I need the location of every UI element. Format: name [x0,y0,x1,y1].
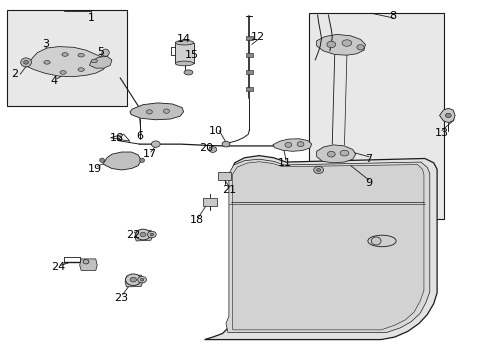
Polygon shape [232,162,423,330]
Ellipse shape [208,147,216,152]
Polygon shape [80,259,97,270]
Ellipse shape [100,158,104,162]
Text: 14: 14 [176,35,190,44]
Ellipse shape [136,229,150,240]
Ellipse shape [356,45,364,50]
Ellipse shape [44,60,50,64]
Ellipse shape [147,231,156,238]
Text: 21: 21 [222,185,236,195]
Text: 11: 11 [277,158,291,168]
Text: 22: 22 [126,230,140,239]
Bar [308,13,444,220]
Ellipse shape [163,109,169,113]
Ellipse shape [341,40,351,46]
Ellipse shape [313,166,323,174]
Polygon shape [125,275,143,287]
Text: 18: 18 [189,215,203,225]
Bar [245,36,252,40]
Ellipse shape [327,151,334,157]
Ellipse shape [297,141,304,147]
Ellipse shape [285,142,291,147]
Ellipse shape [78,68,84,71]
Ellipse shape [140,278,143,281]
Text: 4: 4 [51,76,58,86]
Text: 3: 3 [42,40,49,49]
Ellipse shape [445,113,450,118]
Ellipse shape [175,40,193,45]
Ellipse shape [222,141,229,147]
Ellipse shape [151,141,160,147]
Bar [245,53,252,57]
Ellipse shape [183,70,192,75]
Polygon shape [272,139,311,151]
Polygon shape [225,159,429,332]
Ellipse shape [91,59,97,63]
Ellipse shape [316,168,320,171]
Polygon shape [439,108,454,123]
Text: 8: 8 [389,11,396,21]
Bar [6,10,127,107]
Text: 2: 2 [11,69,18,79]
Polygon shape [135,230,153,241]
Text: 12: 12 [250,32,264,42]
Text: 23: 23 [114,293,128,303]
Polygon shape [316,35,365,55]
Text: 16: 16 [109,133,123,143]
Polygon shape [130,103,183,120]
Ellipse shape [140,232,146,237]
Ellipse shape [370,237,380,245]
Text: 6: 6 [136,131,143,141]
Bar [245,87,252,91]
Polygon shape [89,56,112,68]
Polygon shape [103,152,141,170]
Ellipse shape [102,49,109,56]
Polygon shape [204,156,436,339]
Text: 17: 17 [142,149,156,159]
Text: 9: 9 [365,177,372,188]
Bar [217,172,231,180]
Ellipse shape [125,274,141,285]
Ellipse shape [138,276,146,283]
Ellipse shape [20,58,31,67]
Text: 5: 5 [97,46,104,57]
Polygon shape [316,145,355,163]
Ellipse shape [23,60,28,64]
Ellipse shape [60,71,66,74]
Ellipse shape [339,150,348,156]
Ellipse shape [150,233,153,236]
Ellipse shape [83,260,89,264]
Text: 1: 1 [87,13,94,23]
Ellipse shape [140,158,144,162]
Text: 10: 10 [209,126,223,135]
Ellipse shape [326,41,335,48]
Ellipse shape [62,53,68,56]
Text: 19: 19 [87,163,102,174]
Ellipse shape [130,277,136,282]
Text: 7: 7 [365,154,372,164]
Text: 24: 24 [51,262,65,272]
Ellipse shape [146,110,152,114]
Text: 13: 13 [434,129,448,138]
Text: 20: 20 [199,143,213,153]
Polygon shape [27,46,107,77]
Text: 15: 15 [185,50,199,60]
Ellipse shape [78,53,84,57]
Ellipse shape [367,235,395,247]
Bar [175,42,193,63]
Bar [245,70,252,74]
Bar [203,198,216,206]
Ellipse shape [175,61,193,66]
